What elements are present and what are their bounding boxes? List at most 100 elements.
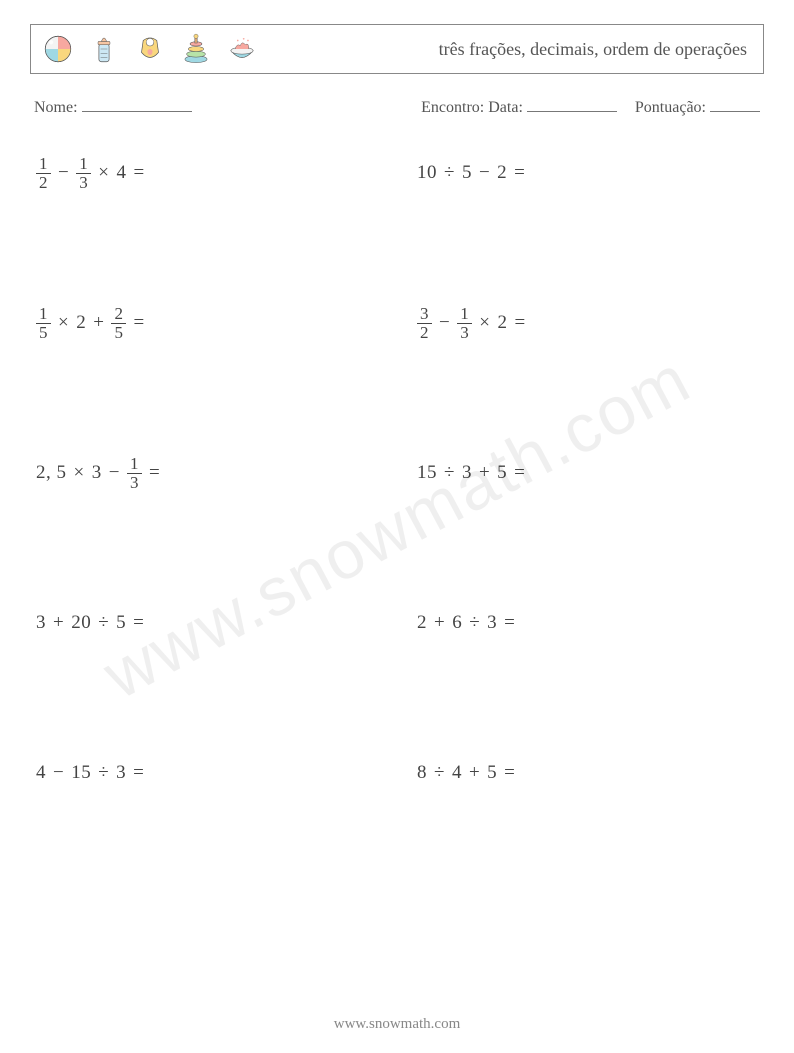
fraction: 32 [417, 305, 432, 342]
number: 3 [116, 762, 126, 784]
number: 2 [497, 312, 507, 334]
operator: + [51, 612, 66, 634]
number: 3 [36, 612, 46, 634]
operator: − [51, 762, 66, 784]
number: 2 [76, 312, 86, 334]
footer-text: www.snowmath.com [0, 1016, 794, 1033]
problem-10: 8÷4+5= [417, 751, 758, 795]
fraction: 15 [36, 305, 51, 342]
operator: ÷ [467, 612, 482, 634]
header-title: três frações, decimais, ordem de operaçõ… [259, 39, 753, 60]
date-blank[interactable] [527, 96, 617, 112]
expression: 15×2+25= [36, 305, 147, 342]
expression: 32−13×2= [417, 305, 528, 342]
number: 3 [92, 462, 102, 484]
fraction-numerator: 3 [417, 305, 432, 323]
header-icons [41, 32, 259, 66]
operator: = [512, 462, 527, 484]
fraction-numerator: 2 [111, 305, 126, 323]
number: 4 [36, 762, 46, 784]
operator: = [131, 162, 146, 184]
number: 3 [462, 462, 472, 484]
expression: 3+20÷5= [36, 612, 146, 634]
fraction: 25 [111, 305, 126, 342]
operator: = [131, 312, 146, 334]
operator: = [502, 612, 517, 634]
fraction: 13 [127, 455, 142, 492]
beach-ball-icon [41, 32, 75, 66]
header-box: três frações, decimais, ordem de operaçõ… [30, 24, 764, 74]
operator: = [147, 462, 162, 484]
expression: 8÷4+5= [417, 762, 517, 784]
operator: ÷ [96, 762, 111, 784]
fraction-numerator: 1 [76, 155, 91, 173]
problem-2: 10÷5−2= [417, 151, 758, 195]
fraction-denominator: 3 [457, 323, 472, 342]
expression: 15÷3+5= [417, 462, 527, 484]
number: 5 [116, 612, 126, 634]
number: 2, 5 [36, 462, 67, 484]
operator: + [477, 462, 492, 484]
date-label: Encontro: Data: [421, 99, 523, 116]
operator: = [502, 762, 517, 784]
fraction-numerator: 1 [127, 455, 142, 473]
number: 2 [497, 162, 507, 184]
date-field: Encontro: Data: [421, 96, 617, 117]
problems-grid: 12−13×4=10÷5−2=15×2+25=32−13×2=2, 5×3−13… [30, 151, 764, 795]
problem-5: 2, 5×3−13= [36, 451, 377, 495]
number: 15 [71, 762, 91, 784]
number: 20 [71, 612, 91, 634]
operator: + [91, 312, 106, 334]
score-blank[interactable] [710, 96, 760, 112]
info-row: Nome: Encontro: Data: Pontuação: [30, 96, 764, 117]
fraction-denominator: 3 [127, 473, 142, 492]
number: 4 [116, 162, 126, 184]
problem-7: 3+20÷5= [36, 601, 377, 645]
fraction-denominator: 5 [36, 323, 51, 342]
number: 3 [487, 612, 497, 634]
operator: = [131, 612, 146, 634]
operator: × [72, 462, 87, 484]
score-label: Pontuação: [635, 99, 706, 116]
problem-3: 15×2+25= [36, 301, 377, 345]
number: 2 [417, 612, 427, 634]
number: 15 [417, 462, 437, 484]
number: 4 [452, 762, 462, 784]
fraction-numerator: 1 [36, 305, 51, 323]
number: 5 [487, 762, 497, 784]
operator: = [512, 162, 527, 184]
number: 8 [417, 762, 427, 784]
number: 6 [452, 612, 462, 634]
fraction-denominator: 3 [76, 173, 91, 192]
fraction: 13 [457, 305, 472, 342]
number: 10 [417, 162, 437, 184]
problem-6: 15÷3+5= [417, 451, 758, 495]
baby-bottle-icon [87, 32, 121, 66]
fraction-numerator: 1 [457, 305, 472, 323]
operator: + [467, 762, 482, 784]
baby-food-bowl-icon [225, 32, 259, 66]
operator: − [477, 162, 492, 184]
operator: − [56, 162, 71, 184]
operator: − [107, 462, 122, 484]
problem-1: 12−13×4= [36, 151, 377, 195]
operator: = [512, 312, 527, 334]
operator: + [432, 612, 447, 634]
operator: ÷ [442, 462, 457, 484]
operator: ÷ [96, 612, 111, 634]
name-blank[interactable] [82, 96, 192, 112]
expression: 2, 5×3−13= [36, 455, 162, 492]
expression: 2+6÷3= [417, 612, 517, 634]
number: 5 [497, 462, 507, 484]
fraction-denominator: 5 [111, 323, 126, 342]
operator: × [477, 312, 492, 334]
bib-icon [133, 32, 167, 66]
fraction-numerator: 1 [36, 155, 51, 173]
operator: ÷ [442, 162, 457, 184]
fraction: 12 [36, 155, 51, 192]
stacking-rings-icon [179, 32, 213, 66]
operator: ÷ [432, 762, 447, 784]
fraction-denominator: 2 [36, 173, 51, 192]
name-field: Nome: [34, 96, 421, 117]
number: 5 [462, 162, 472, 184]
